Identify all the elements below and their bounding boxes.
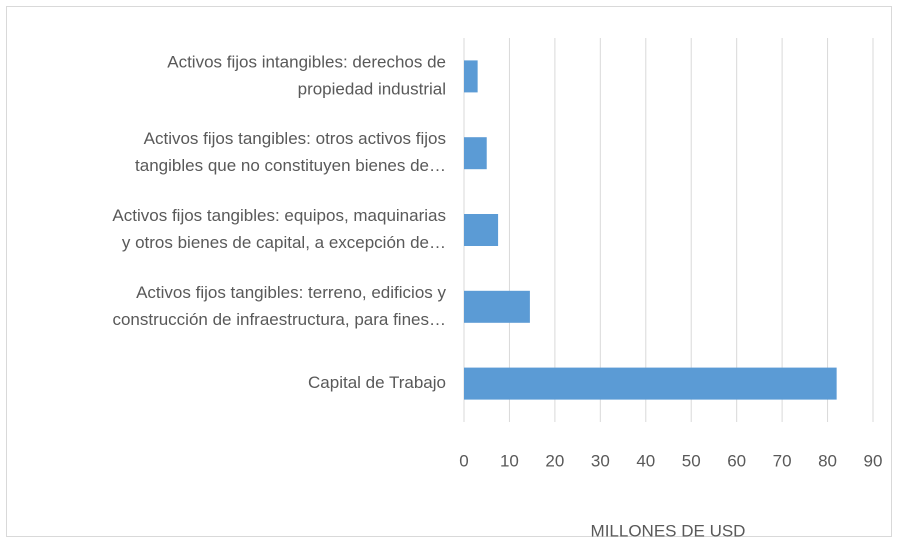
y-tick-label: Capital de Trabajo — [308, 373, 446, 392]
bar — [464, 214, 499, 246]
x-tick-label: 60 — [727, 451, 746, 470]
bar — [464, 60, 478, 93]
x-tick-label: 30 — [591, 451, 610, 470]
x-tick-label: 50 — [682, 451, 701, 470]
x-tick-label: 70 — [773, 451, 792, 470]
x-axis-title: MILLONES DE USD — [591, 521, 746, 540]
y-tick-label: Activos fijos tangibles: terreno, edific… — [136, 283, 446, 302]
y-tick-label: tangibles que no constituyen bienes de… — [135, 156, 446, 175]
y-tick-label: construcción de infraestructura, para fi… — [112, 310, 446, 329]
x-tick-label: 80 — [818, 451, 837, 470]
y-tick-label: Activos fijos tangibles: equipos, maquin… — [112, 206, 446, 225]
x-tick-label: 10 — [500, 451, 519, 470]
x-tick-label: 0 — [459, 451, 468, 470]
bar — [464, 290, 530, 323]
y-tick-label: Activos fijos intangibles: derechos de — [167, 52, 446, 71]
y-tick-label: Activos fijos tangibles: otros activos f… — [144, 129, 446, 148]
y-tick-label: y otros bienes de capital, a excepción d… — [122, 233, 446, 252]
y-tick-label: propiedad industrial — [298, 79, 446, 98]
x-tick-label: 40 — [636, 451, 655, 470]
bar — [464, 367, 837, 400]
x-tick-label: 20 — [545, 451, 564, 470]
x-tick-label: 90 — [864, 451, 883, 470]
chart-border — [6, 6, 892, 537]
bar — [464, 137, 487, 170]
